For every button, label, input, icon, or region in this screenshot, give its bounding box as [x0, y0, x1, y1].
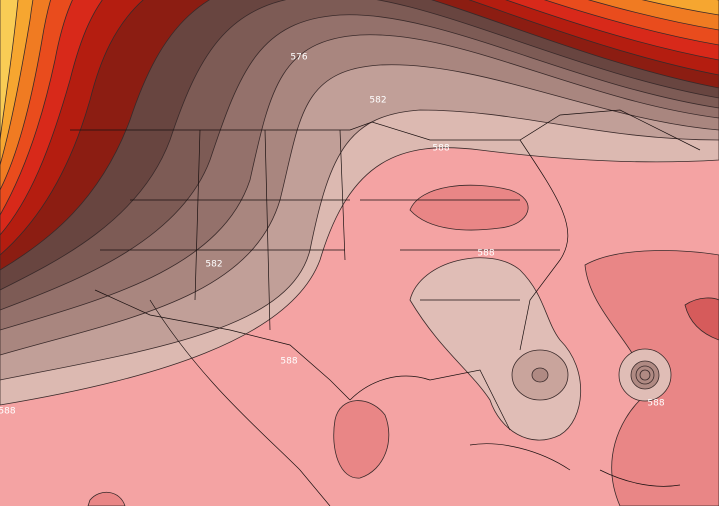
contour-label: 588 — [280, 357, 297, 367]
height-band — [0, 0, 719, 291]
border — [70, 109, 701, 151]
lakes-high — [409, 184, 529, 231]
islands — [469, 443, 681, 487]
height-band — [0, 0, 719, 141]
coast — [349, 369, 511, 431]
contour-label: 588 — [0, 407, 16, 417]
pacific-high — [87, 492, 126, 506]
coast — [149, 299, 331, 506]
features — [87, 184, 719, 506]
contour-label: 576 — [290, 53, 307, 63]
atlantic-cell-ring — [635, 365, 655, 385]
coast — [519, 139, 569, 351]
contour-label: 588 — [647, 399, 664, 409]
state-lines — [100, 129, 560, 331]
atlantic-cell-core — [630, 360, 660, 390]
atlantic-cell-ring — [639, 369, 651, 381]
gulf-high — [333, 400, 390, 479]
contour-labels: 576 582 588 582 588 588 588 588 — [0, 53, 665, 417]
border — [94, 289, 351, 401]
height-band — [0, 0, 719, 166]
borders — [70, 109, 701, 506]
contour-label: 588 — [432, 144, 449, 154]
contour-label: 582 — [369, 96, 386, 106]
height-band — [0, 0, 719, 216]
florida-center — [531, 367, 549, 383]
height-band — [0, 0, 719, 191]
height-bands — [0, 0, 719, 406]
atlantic-core — [684, 297, 719, 341]
contour-label: 582 — [205, 260, 222, 270]
contour-label: 588 — [477, 249, 494, 259]
